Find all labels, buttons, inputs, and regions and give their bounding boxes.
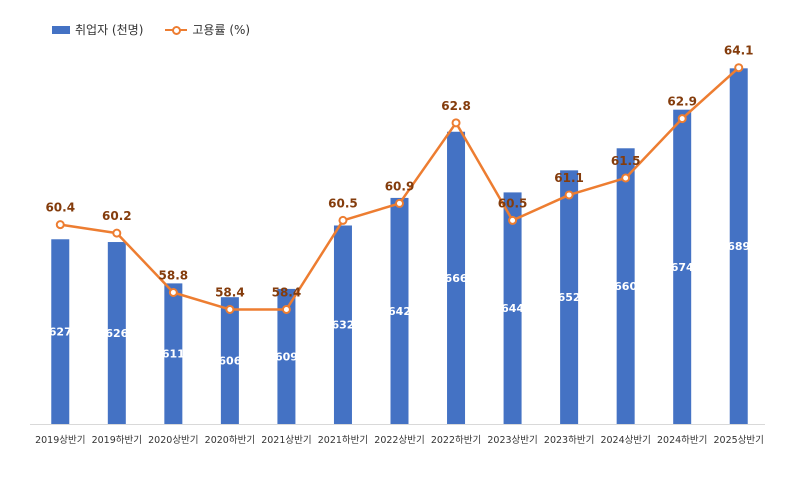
- bar-data-label: 689: [727, 240, 750, 253]
- line-data-label: 60.5: [498, 196, 528, 210]
- bar: [107, 242, 126, 424]
- line-data-label: 62.8: [441, 99, 471, 113]
- bar-data-label: 652: [558, 291, 581, 304]
- legend-label-bars: 취업자 (천명): [75, 23, 144, 37]
- line-point: [677, 114, 687, 124]
- x-tick-label: 2022하반기: [431, 434, 481, 446]
- line-point: [564, 190, 574, 200]
- line-point: [621, 173, 631, 183]
- line-data-label: 60.4: [45, 201, 75, 215]
- line-data-label: 64.1: [724, 44, 754, 58]
- bar: [277, 288, 296, 424]
- x-tick-label: 2025상반기: [714, 435, 764, 446]
- line-point: [281, 304, 291, 314]
- bar: [616, 148, 635, 425]
- line-data-label: 58.4: [272, 285, 302, 299]
- legend-swatch-bars: [52, 25, 70, 34]
- bar-data-label: 627: [49, 326, 72, 339]
- bar: [51, 239, 70, 424]
- bar-data-label: 609: [275, 350, 298, 363]
- bar-data-label: 606: [218, 355, 241, 368]
- x-tick-label: 2021상반기: [261, 435, 311, 446]
- bar: [390, 197, 409, 424]
- bar: [333, 225, 352, 424]
- line-point: [508, 215, 518, 225]
- legend: 취업자 (천명) 고용률 (%): [52, 21, 272, 38]
- bar-data-label: 674: [671, 261, 694, 274]
- bar-data-label: 666: [445, 272, 468, 285]
- bar-data-label: 626: [105, 327, 128, 340]
- bar-data-label: 644: [501, 302, 524, 315]
- line-point: [338, 215, 348, 225]
- legend-swatch-line: [165, 25, 188, 35]
- line-point: [451, 118, 461, 128]
- line-data-label: 61.5: [611, 154, 641, 168]
- x-tick-label: 2019상반기: [35, 435, 85, 446]
- line-data-label: 60.2: [102, 209, 132, 223]
- bar: [560, 170, 579, 424]
- bar: [447, 131, 466, 424]
- bar: [164, 283, 183, 424]
- line-data-label: 62.9: [667, 95, 697, 109]
- x-tick-label: 2020하반기: [205, 434, 255, 446]
- line-data-label: 58.4: [215, 285, 245, 299]
- x-tick-label: 2021하반기: [318, 434, 368, 446]
- line-data-label: 58.8: [159, 269, 189, 283]
- bar-data-label: 611: [162, 348, 185, 361]
- bar: [503, 192, 522, 424]
- legend-item-bars: 취업자 (천명): [52, 21, 143, 38]
- x-tick-label: 2023상반기: [487, 435, 537, 446]
- x-tick-label: 2024상반기: [600, 435, 650, 446]
- bar: [673, 109, 692, 424]
- line-point: [395, 198, 404, 208]
- bar-data-label: 642: [388, 305, 411, 318]
- line-data-label: 61.1: [554, 171, 584, 185]
- line-point: [225, 304, 235, 314]
- bar-data-label: 660: [614, 280, 637, 293]
- bar: [729, 68, 748, 424]
- x-tick-label: 2020상반기: [148, 435, 198, 446]
- line-point: [734, 63, 744, 73]
- line-point: [112, 228, 122, 238]
- legend-label-line: 고용률 (%): [192, 23, 251, 37]
- bar-data-label: 632: [331, 319, 354, 332]
- legend-item-line: 고용률 (%): [165, 21, 250, 38]
- x-tick-label: 2023하반기: [544, 434, 594, 446]
- x-tick-label: 2024하반기: [657, 434, 707, 446]
- line-data-label: 60.5: [328, 196, 358, 210]
- x-tick-label: 2019하반기: [92, 434, 142, 446]
- line-point: [55, 220, 65, 230]
- bar: [220, 297, 239, 424]
- line-data-label: 60.9: [385, 179, 415, 193]
- x-tick-label: 2022상반기: [374, 435, 424, 446]
- line-point: [168, 288, 178, 298]
